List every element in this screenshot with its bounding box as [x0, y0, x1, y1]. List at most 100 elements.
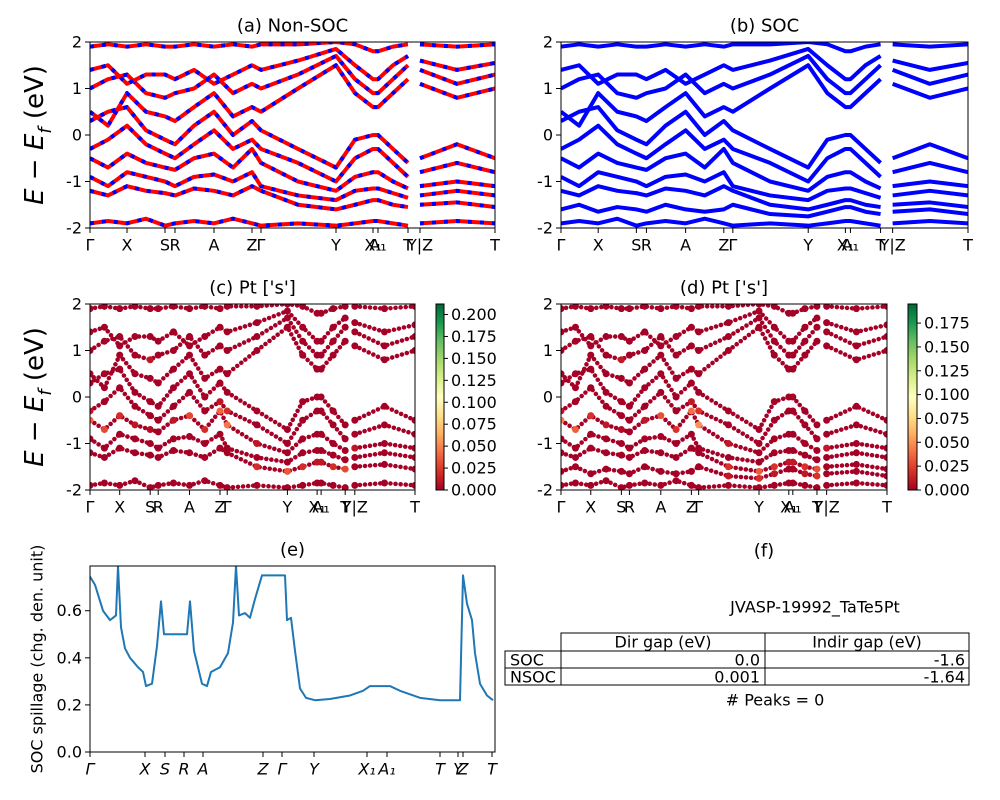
band-line [561, 53, 882, 100]
weighted-point [299, 481, 307, 489]
weighted-point [154, 428, 162, 436]
weighted-point [602, 351, 610, 359]
x-tick-label: A₁ [377, 760, 395, 779]
weighted-point [813, 446, 821, 454]
y-tick-label: -1 [66, 172, 82, 191]
weighted-point [329, 421, 337, 429]
weighted-point [672, 351, 680, 359]
weighted-point [883, 333, 887, 341]
weighted-point [329, 305, 337, 313]
weighted-point [852, 421, 860, 429]
x-tick-label: Z [247, 236, 258, 255]
weighted-point [657, 342, 665, 350]
weighted-point [411, 416, 415, 424]
weighted-point [625, 481, 633, 489]
weighted-point [561, 435, 565, 443]
weighted-point [329, 337, 337, 345]
weighted-point [755, 323, 763, 331]
band-line [90, 123, 410, 184]
weighted-point [883, 444, 887, 452]
weighted-point [852, 467, 860, 475]
band-line [561, 146, 882, 193]
weighted-point [687, 379, 695, 387]
x-tick-label: Γ [557, 236, 566, 255]
weighted-point [801, 351, 809, 359]
weighted-point [602, 465, 610, 473]
weighted-point [223, 347, 231, 354]
plot-area [561, 304, 887, 490]
weighted-point [169, 479, 177, 487]
weighted-point [695, 484, 703, 490]
weighted-point [883, 453, 887, 461]
weighted-point [223, 444, 231, 452]
weighted-point [90, 379, 94, 387]
weighted-point [299, 398, 307, 406]
weighted-point [131, 333, 139, 341]
weighted-point [587, 430, 595, 438]
weighted-point [770, 351, 778, 359]
weighted-point [223, 304, 231, 310]
weighted-point [329, 440, 337, 447]
table-cell [764, 667, 970, 686]
weighted-point [100, 479, 108, 487]
x-tick-label: S [631, 236, 641, 255]
x-tick-label: Z [215, 498, 226, 517]
weighted-point [253, 440, 261, 447]
weighted-point [602, 435, 610, 443]
weighted-point [201, 453, 209, 461]
colorbar-tick-label: 0.100 [451, 393, 497, 412]
weighted-point [223, 407, 231, 415]
weighted-point [687, 342, 695, 350]
band-line [892, 200, 968, 210]
x-tick-label: Y [282, 498, 293, 517]
x-tick-label: X [593, 236, 604, 255]
plot-area [90, 42, 495, 228]
weighted-point [186, 351, 194, 359]
weighted-point [186, 388, 194, 396]
weighted-point [672, 477, 680, 485]
x-tick-label: A₁ [369, 236, 386, 255]
weighted-point [770, 463, 778, 471]
x-tick-label: Y [309, 760, 320, 779]
colorbar-tick-label: 0.000 [924, 481, 970, 500]
weighted-point [253, 407, 261, 415]
y-tick-label: 1 [543, 79, 553, 98]
weighted-point [657, 467, 665, 475]
table-footer: # Peaks = 0 [726, 691, 825, 710]
table-panel: (f) JVASP-19992_TaTe5Pt Dir gap (eV) Ind… [504, 541, 970, 710]
x-tick-label: A [680, 236, 691, 255]
weighted-point [571, 479, 579, 487]
weighted-point [116, 351, 124, 359]
table-title: (f) [754, 541, 774, 562]
weighted-point [341, 323, 349, 331]
weighted-point [687, 481, 695, 489]
weighted-point [329, 407, 337, 415]
x-tick-label: Y [453, 760, 464, 779]
weighted-point [617, 467, 625, 475]
weighted-point [587, 470, 595, 478]
weighted-point [602, 449, 610, 457]
x-tick-label: R [178, 760, 189, 779]
weighted-point [625, 351, 633, 359]
x-tick-label: A₁ [842, 236, 859, 255]
band-line [561, 42, 881, 54]
weighted-point [351, 342, 359, 350]
weighted-point [329, 323, 337, 331]
band-line [892, 219, 968, 226]
axes-frame [560, 303, 888, 491]
table-caption: JVASP-19992_TaTe5Pt [729, 598, 900, 618]
weighted-point [216, 430, 224, 438]
x-tick-label: Y|Z [406, 236, 433, 255]
weighted-point [341, 337, 349, 345]
band-line [90, 146, 409, 193]
weighted-point [852, 402, 860, 410]
x-tick-label: X [585, 498, 596, 517]
band-line [90, 42, 409, 54]
weighted-point [154, 337, 162, 345]
weighted-point [672, 374, 680, 382]
x-tick-label: Y [802, 236, 813, 255]
weighted-point [299, 337, 307, 345]
colorbar [435, 303, 445, 491]
row-label: SOC [510, 651, 544, 670]
weighted-point [657, 388, 665, 396]
